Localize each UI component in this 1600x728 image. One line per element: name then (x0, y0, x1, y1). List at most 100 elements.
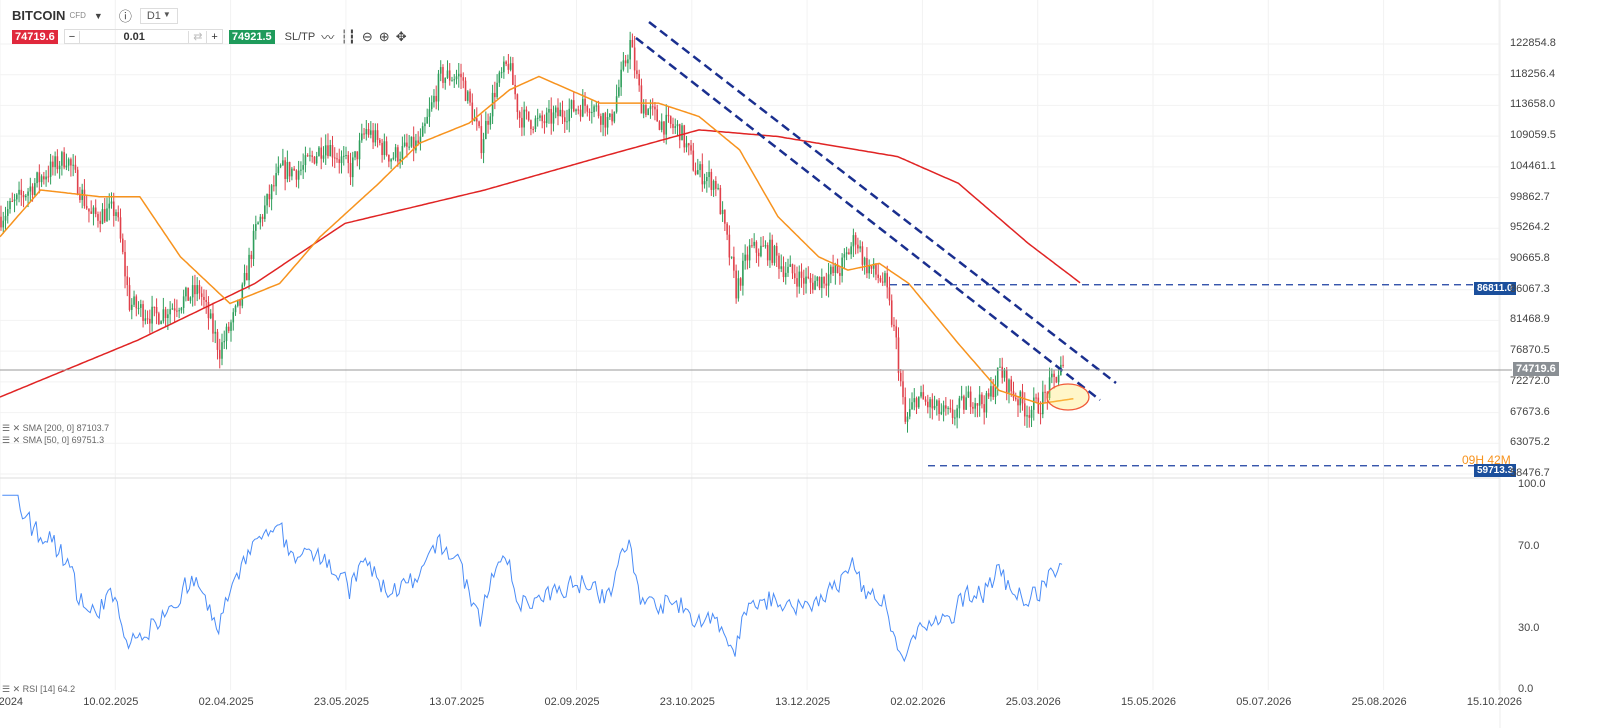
candle-body (144, 318, 147, 321)
candle-body (1039, 413, 1042, 415)
candle-body (230, 322, 232, 331)
y-tick-label: 95264.2 (1510, 221, 1550, 234)
candle-body (361, 133, 363, 141)
quantity-input[interactable]: 0.01 (79, 30, 190, 43)
candle-body (1055, 376, 1058, 383)
candle-body (836, 264, 839, 274)
candle-body (433, 95, 435, 103)
y-tick-label: 72272.0 (1510, 374, 1550, 387)
candle-body (309, 155, 311, 157)
candle-body (444, 77, 447, 83)
candle-body (162, 309, 165, 322)
candle-body (636, 70, 638, 75)
candle-body (103, 209, 106, 222)
candle-body (965, 397, 967, 410)
candle-body (209, 313, 212, 319)
x-tick-label: 05.07.2026 (1236, 696, 1292, 708)
swap-icon[interactable]: ⇄ (193, 31, 203, 43)
candle-body (189, 297, 192, 301)
candle-body (121, 238, 124, 252)
increase-button[interactable]: + (206, 30, 221, 43)
candle-body (448, 70, 451, 81)
legend-sma200[interactable]: ☰ ✕ SMA [200, 0] 87103.7 (2, 423, 110, 433)
candle-body (293, 168, 295, 171)
quantity-stepper[interactable]: − 0.01 ⇄ + (63, 29, 223, 44)
candle-body (442, 67, 444, 83)
candle-body (557, 107, 559, 117)
candle-body (663, 121, 665, 135)
candle-body (0, 216, 2, 228)
candle-body (917, 396, 920, 408)
candle-body (345, 155, 347, 157)
candle-body (577, 109, 580, 111)
chevron-down-icon[interactable]: ▼ (93, 10, 103, 21)
candle-body (241, 284, 244, 306)
indicators-icon[interactable]: ┆┇ (340, 28, 356, 44)
candle-body (532, 128, 534, 130)
candle-body (191, 285, 194, 298)
candle-body (412, 136, 415, 151)
x-tick-label: 25.08.2026 (1351, 696, 1407, 708)
candle-body (976, 403, 979, 406)
candle-body (182, 296, 185, 308)
candle-body (171, 308, 174, 310)
zoom-in-icon[interactable]: ⊕ (378, 28, 390, 44)
candle-body (379, 139, 381, 143)
candle-body (279, 165, 282, 167)
sma50-line (0, 75, 1074, 405)
candle-body (728, 234, 731, 258)
candle-body (1010, 379, 1013, 392)
legend-rsi[interactable]: ☰ ✕ RSI [14] 64.2 (2, 684, 76, 694)
candle-body (624, 60, 627, 64)
decrease-button[interactable]: − (68, 30, 76, 43)
candle-body (782, 266, 785, 278)
candle-body (633, 47, 636, 71)
candle-body (812, 282, 814, 290)
line-chart-icon[interactable]: 〰 (321, 30, 335, 45)
candle-body (79, 194, 81, 201)
candle-body (960, 396, 963, 399)
symbol-name[interactable]: BITCOIN (12, 8, 66, 23)
sltp-button[interactable]: SL/TP (284, 30, 316, 43)
y-tick-label: 104461.1 (1510, 159, 1556, 172)
candle-body (180, 307, 183, 311)
candle-body (1032, 397, 1035, 410)
timeframe-select[interactable]: D1 ▼ (139, 7, 178, 24)
candle-body (1005, 369, 1008, 393)
info-icon[interactable]: ⓘ (118, 9, 132, 24)
candle-body (595, 105, 598, 107)
candle-body (406, 142, 408, 147)
x-tick-label: 13.12.2025 (775, 696, 831, 708)
candle-body (514, 84, 516, 95)
candle-body (72, 164, 74, 166)
buy-button[interactable]: 74921.5 (228, 29, 275, 44)
candle-body (604, 113, 607, 128)
legend-sma50[interactable]: ☰ ✕ SMA [50, 0] 69751.3 (2, 435, 105, 445)
x-tick-label: 23.05.2025 (313, 696, 369, 708)
candle-body (354, 151, 356, 158)
candle-body (367, 129, 370, 135)
candle-body (672, 123, 674, 128)
candle-body (85, 205, 88, 209)
candle-body (931, 399, 934, 409)
move-icon[interactable]: ✥ (395, 28, 407, 44)
candle-body (974, 403, 976, 409)
candle-body (99, 220, 102, 224)
candle-body (780, 266, 783, 269)
candle-body (559, 109, 562, 117)
rsi-tick-label: 100.0 (1518, 478, 1546, 490)
candle-body (336, 158, 338, 160)
candle-body (611, 113, 613, 122)
candle-body (92, 207, 95, 214)
candle-body (27, 191, 29, 196)
y-tick-label: 122854.8 (1510, 37, 1556, 49)
candle-body (417, 140, 419, 144)
y-tick-label: 99862.7 (1510, 190, 1550, 203)
rsi-line (2, 494, 1063, 663)
candle-body (724, 210, 726, 224)
candle-body (455, 76, 458, 80)
candle-body (845, 252, 848, 255)
zoom-out-icon[interactable]: ⊖ (361, 28, 373, 44)
sell-button[interactable]: 74719.6 (12, 29, 58, 44)
